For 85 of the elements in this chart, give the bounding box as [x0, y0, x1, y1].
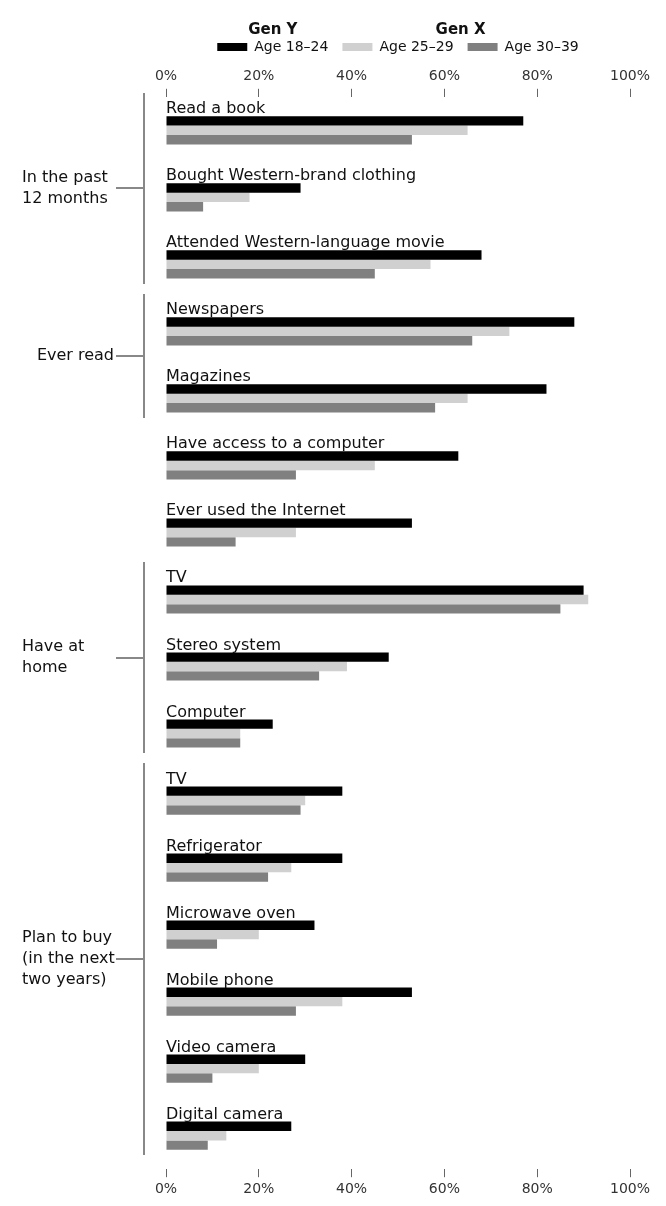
- legend-label: Age 25–29: [379, 37, 454, 54]
- bar: [166, 250, 482, 260]
- bar: [166, 393, 468, 404]
- bar: [166, 259, 431, 270]
- x-tick-label: 60%: [428, 1180, 460, 1197]
- bar: [166, 1054, 306, 1064]
- x2-tick-label: 80%: [521, 67, 553, 84]
- bar: [166, 652, 389, 662]
- y-tick-label: Refrigerator: [166, 835, 263, 855]
- y-tick-label: Have access to a computer: [166, 433, 385, 453]
- bar: [166, 872, 269, 882]
- text: In the past 12 months: [22, 166, 108, 207]
- x-tick-label: 100%: [609, 1180, 651, 1197]
- x-tick-label: 0%: [154, 1180, 178, 1197]
- bar: [166, 451, 459, 461]
- bar: [166, 853, 343, 863]
- y-tick-label: Microwave oven: [166, 902, 296, 922]
- y-tick-label: Newspapers: [166, 299, 265, 319]
- bar: [166, 269, 375, 279]
- bar: [166, 795, 306, 806]
- bar: [166, 326, 510, 337]
- bar: [166, 728, 241, 739]
- bar: [166, 1006, 296, 1016]
- text: Plan to buy (in the next two years): [22, 927, 115, 989]
- bar: [166, 537, 236, 547]
- bar: [166, 920, 315, 930]
- y-tick-label: Attended Western-language movie: [166, 232, 445, 252]
- x-tick-label: 20%: [243, 1180, 275, 1197]
- bar: [166, 661, 347, 672]
- bar: [166, 671, 320, 681]
- y-tick-label: Magazines: [166, 366, 251, 386]
- text: Gen Y: [248, 20, 299, 38]
- bar: [166, 604, 561, 614]
- bar: [166, 527, 296, 538]
- bar: [166, 192, 250, 203]
- bar: [166, 786, 343, 796]
- text: Ever read: [36, 345, 114, 365]
- bar: [166, 202, 204, 212]
- x2-tick-label: 0%: [154, 67, 178, 84]
- x-tick-label: 80%: [521, 1180, 553, 1197]
- bar: [166, 929, 259, 940]
- bar: [166, 1131, 227, 1141]
- x2-tick-label: 40%: [336, 67, 368, 84]
- y-tick-label: TV: [165, 768, 187, 788]
- y-tick-label: TV: [165, 567, 187, 587]
- bar: [166, 1140, 208, 1150]
- y-tick-label: Ever used the Internet: [166, 500, 346, 520]
- bar: [166, 384, 547, 394]
- bar: [166, 470, 296, 480]
- text: Gen X: [435, 20, 486, 38]
- bar: [166, 403, 436, 413]
- text: Have at home: [22, 636, 85, 677]
- x-tick-label: 40%: [336, 1180, 368, 1197]
- bar: [166, 1063, 259, 1074]
- y-tick-label: Bought Western-brand clothing: [166, 165, 417, 185]
- bar: [166, 585, 584, 595]
- bar: [166, 996, 343, 1007]
- bar: [166, 719, 273, 729]
- bar: [166, 987, 412, 997]
- x2-tick-label: 20%: [243, 67, 275, 84]
- bar: [166, 1121, 292, 1131]
- x2-tick-label: 60%: [428, 67, 460, 84]
- bar: [166, 738, 241, 748]
- bar: [166, 939, 218, 949]
- bar: [166, 135, 412, 145]
- y-tick-label: Video camera: [166, 1036, 277, 1056]
- x2-tick-label: 100%: [609, 67, 651, 84]
- bar: [166, 594, 589, 605]
- bar: [166, 1073, 213, 1083]
- y-tick-label: Mobile phone: [166, 969, 274, 989]
- bar: [166, 518, 412, 528]
- y-tick-label: Read a book: [166, 98, 266, 118]
- bar: [166, 805, 301, 815]
- bar: [166, 116, 524, 126]
- y-tick-label: Digital camera: [166, 1103, 284, 1123]
- y-tick-label: Computer: [166, 701, 246, 721]
- bar: [166, 336, 473, 346]
- legend-label: Age 30–39: [504, 37, 579, 54]
- bar: [166, 460, 375, 471]
- bar: [166, 317, 575, 327]
- bar: [166, 183, 301, 193]
- bar: [166, 862, 292, 873]
- y-tick-label: Stereo system: [166, 634, 282, 654]
- bar: [166, 125, 468, 135]
- legend-label: Age 18–24: [254, 37, 329, 54]
